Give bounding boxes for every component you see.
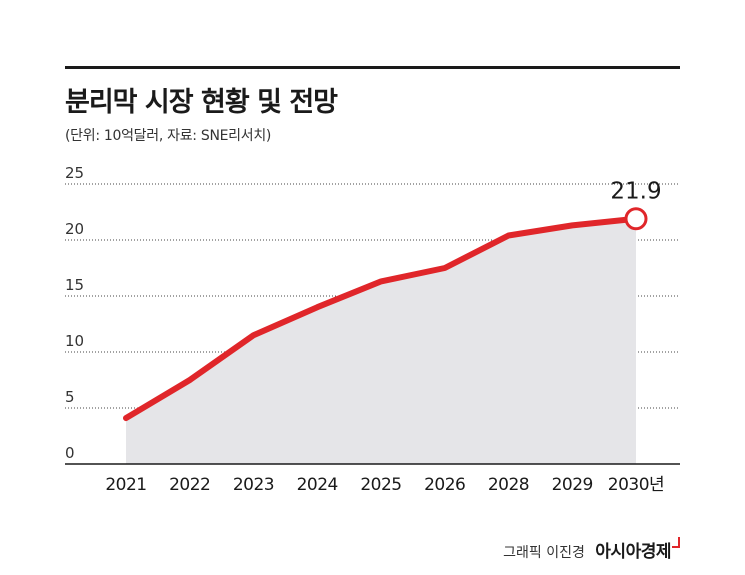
x-tick-label: 2029 — [552, 475, 593, 495]
brand-mark-icon — [672, 537, 680, 548]
y-tick-label: 10 — [65, 332, 84, 350]
area-fill — [126, 218, 636, 464]
x-tick-label: 2022 — [169, 475, 210, 495]
y-tick-label: 0 — [65, 444, 75, 462]
x-tick-label: 2021 — [105, 475, 146, 495]
credit: 그래픽 이진경 아시아경제 — [503, 537, 680, 562]
x-tick-label: 2028 — [488, 475, 529, 495]
x-tick-label: 2024 — [297, 475, 338, 495]
data-points — [624, 207, 648, 231]
y-axis-ticks: 0 5 10 15 20 25 — [65, 164, 84, 462]
credit-artist: 그래픽 이진경 — [503, 545, 585, 561]
x-tick-label: 2030년 — [608, 475, 664, 495]
series-line — [123, 215, 639, 422]
x-tick-label: 2023 — [233, 475, 274, 495]
y-tick-label: 25 — [65, 164, 84, 182]
y-tick-label: 20 — [65, 220, 84, 238]
x-axis-ticks: 2021 2022 2023 2024 2025 2026 2028 2029 2030년 — [105, 475, 664, 495]
chart-title: 분리막 시장 현황 및 전망 — [65, 87, 338, 118]
x-tick-label: 2026 — [424, 475, 465, 495]
x-tick-label: 2025 — [360, 475, 401, 495]
y-tick-label: 5 — [65, 388, 75, 406]
y-tick-label: 15 — [65, 276, 84, 294]
highlight-point — [624, 207, 648, 231]
top-rule — [65, 66, 680, 69]
chart-subtitle: (단위: 10억달러, 자료: SNE리서치) — [65, 128, 272, 144]
brand-logo: 아시아경제 — [595, 542, 671, 562]
highlight-value-label: 21.9 — [610, 179, 661, 205]
